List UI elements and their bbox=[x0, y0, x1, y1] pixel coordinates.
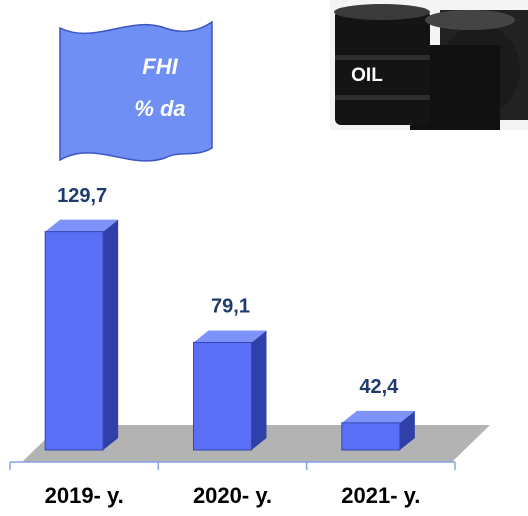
flag bbox=[60, 22, 212, 161]
value-label: 129,7 bbox=[57, 185, 107, 207]
oil-image: OIL bbox=[330, 0, 528, 130]
bar bbox=[194, 342, 252, 450]
bar bbox=[45, 232, 103, 450]
bar-side bbox=[103, 220, 118, 450]
bar bbox=[342, 423, 400, 450]
chart-title: FHI bbox=[142, 54, 178, 79]
bar-side bbox=[252, 330, 267, 450]
x-tick-label: 2020- y. bbox=[193, 483, 272, 508]
x-tick-label: 2019- y. bbox=[45, 483, 124, 508]
value-label: 79,1 bbox=[211, 296, 250, 318]
value-label: 42,4 bbox=[359, 376, 399, 398]
x-tick-label: 2021- y. bbox=[341, 483, 420, 508]
chart-subtitle: % da bbox=[134, 96, 185, 121]
image-label: OIL bbox=[351, 65, 383, 86]
chart: FHI % da OIL 129,7 2019- y. 79,1 2020- y. 42… bbox=[0, 0, 528, 516]
